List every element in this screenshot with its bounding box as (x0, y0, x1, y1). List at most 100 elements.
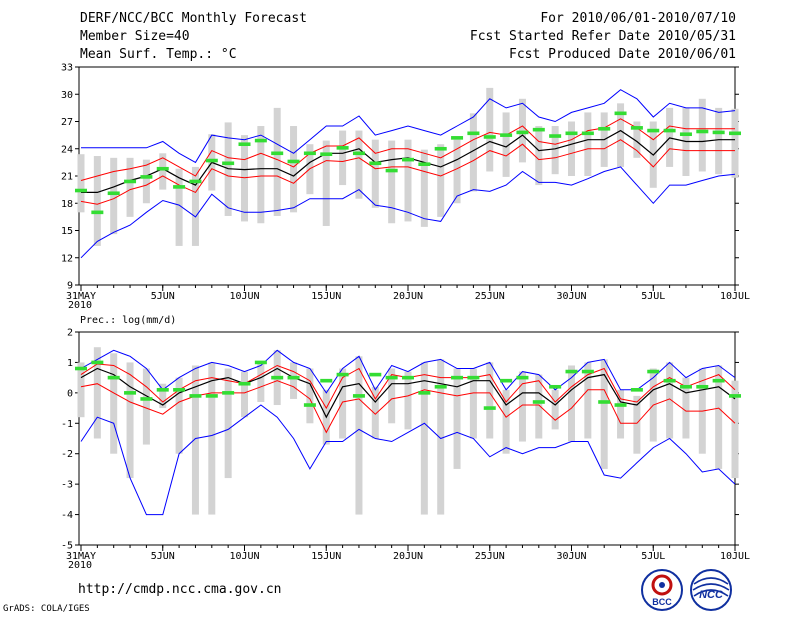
observed-marker (598, 126, 611, 131)
observed-marker (140, 175, 153, 179)
observed-marker (549, 384, 562, 389)
observed-marker (287, 159, 300, 164)
spread-bar (551, 389, 559, 430)
observed-marker (369, 372, 382, 377)
spread-bar (437, 144, 445, 217)
observed-marker (222, 391, 235, 395)
x-tick-label: 10JUL (720, 551, 750, 562)
x-tick-label: 10JUN (229, 551, 259, 562)
x-tick-label: 20JUN (393, 291, 423, 302)
ncc-logo-icon: NCC (690, 569, 732, 611)
variable-label-temp: Mean Surf. Temp.: °C (80, 47, 237, 62)
spread-bar (191, 166, 199, 246)
series-line-lower_std (80, 380, 736, 434)
observed-marker (156, 166, 169, 171)
series-line-max (80, 349, 736, 394)
spread-bar (241, 371, 248, 418)
x-tick-label: 20JUN (393, 551, 423, 562)
spread-bar (715, 365, 723, 469)
y-tick-label: 30 (61, 90, 73, 101)
y-tick-label: 33 (61, 63, 73, 74)
bcc-logo-text: BCC (652, 597, 672, 607)
observed-marker (189, 394, 202, 398)
spread-bar (322, 140, 330, 226)
observed-marker (647, 369, 660, 374)
observed-marker (598, 400, 611, 404)
series-line-mean (80, 367, 736, 419)
spread-bar (290, 362, 298, 399)
observed-marker (451, 136, 464, 140)
fcst-produced-date: Fcst Produced Date 2010/06/01 (509, 47, 736, 62)
x-tick-year: 2010 (68, 300, 92, 311)
y-tick-label: 0 (67, 388, 73, 399)
y-tick-label: 12 (61, 253, 73, 264)
spread-bar (420, 362, 428, 515)
observed-marker (467, 375, 480, 380)
x-tick-label: 31MAY (66, 551, 96, 562)
spread-bar (502, 389, 510, 454)
spread-bar (159, 153, 167, 190)
observed-marker (385, 375, 398, 380)
observed-marker (679, 132, 692, 137)
spread-bar (257, 126, 265, 224)
spread-bar (453, 139, 461, 204)
spread-bar (273, 107, 281, 216)
spread-bar (126, 157, 134, 217)
observed-marker (483, 406, 496, 410)
x-tick-label: 5JUL (641, 551, 665, 562)
series-line-max (81, 89, 736, 164)
spread-bar (371, 386, 379, 439)
observed-marker (336, 146, 349, 150)
observed-marker (336, 372, 349, 377)
observed-marker (303, 151, 316, 156)
observed-marker (516, 130, 529, 135)
observed-marker (287, 375, 300, 380)
spread-bar (682, 377, 690, 439)
observed-marker (663, 128, 676, 133)
y-tick-label: 18 (61, 199, 73, 210)
spread-bar (355, 130, 363, 199)
spread-bar (486, 362, 494, 439)
observed-marker (614, 111, 627, 116)
spread-bar (191, 365, 199, 515)
observed-marker (614, 403, 627, 407)
spread-bar (584, 362, 592, 439)
spread-bar (388, 140, 396, 224)
x-tick-label: 31MAY (66, 291, 96, 302)
spread-bar (551, 126, 559, 175)
observed-marker (729, 131, 741, 136)
spread-bar (110, 353, 118, 454)
observed-marker (352, 394, 365, 398)
spread-bar (584, 112, 592, 176)
observed-marker (500, 133, 513, 137)
spread-bar (142, 368, 150, 445)
x-tick-label: 30JUN (556, 291, 586, 302)
observed-marker (418, 162, 431, 166)
series-line-upper_std (80, 118, 735, 181)
y-tick-label: 24 (61, 144, 73, 155)
observed-marker (173, 185, 186, 189)
x-tick-label: 15JUN (311, 551, 341, 562)
observed-marker (729, 394, 741, 398)
spread-bar (535, 374, 543, 439)
observed-marker (254, 360, 267, 365)
y-tick-label: 1 (67, 358, 73, 369)
spread-bar (93, 347, 101, 439)
observed-marker (565, 369, 578, 374)
spread-bar (715, 107, 723, 175)
observed-marker (75, 188, 87, 193)
observed-marker (532, 127, 545, 132)
observed-marker (124, 391, 137, 395)
observed-marker (254, 138, 267, 143)
spread-bar (698, 98, 706, 172)
observed-marker (532, 400, 545, 404)
footer-url[interactable]: http://cmdp.ncc.cma.gov.cn (78, 582, 282, 597)
observed-marker (156, 388, 169, 392)
x-tick-label: 25JUN (475, 291, 505, 302)
grads-credit: GrADS: COLA/IGES (3, 604, 90, 614)
spread-bar (469, 368, 477, 439)
y-tick-label: -5 (61, 541, 73, 552)
observed-marker (140, 397, 153, 401)
